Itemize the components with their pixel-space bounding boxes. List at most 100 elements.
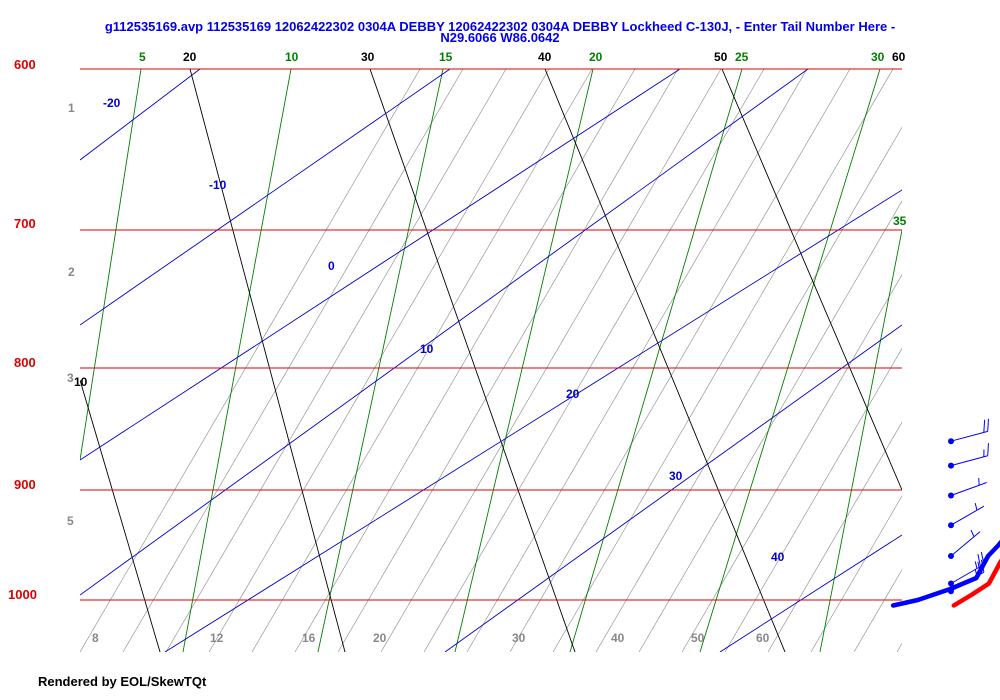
dry-adiabat-line bbox=[80, 379, 161, 652]
height-label: 3 bbox=[67, 371, 74, 385]
moist-adiabat-label: 5 bbox=[139, 50, 146, 64]
mixing-ratio-label: 40 bbox=[611, 631, 625, 645]
moist-adiabat-label: 20 bbox=[589, 50, 603, 64]
mixing-ratio-line bbox=[595, 126, 902, 652]
moist-adiabat-label: 35 bbox=[893, 214, 907, 228]
moist-adiabat-line bbox=[182, 69, 292, 652]
wind-barb bbox=[948, 477, 987, 499]
wind-barb-half-feather bbox=[978, 477, 980, 486]
moist-adiabat-line bbox=[80, 69, 142, 461]
dry-adiabat-line bbox=[369, 69, 576, 652]
mixing-ratio-line bbox=[638, 200, 902, 652]
wind-barb-half-feather bbox=[974, 503, 978, 511]
dewpoint-profile bbox=[890, 539, 1000, 608]
mixing-ratio-line bbox=[509, 69, 851, 652]
mixing-ratio-line bbox=[380, 69, 722, 652]
wind-barb bbox=[948, 529, 981, 559]
moist-adiabat-line bbox=[819, 229, 902, 652]
mixing-ratio-label: 8 bbox=[92, 631, 99, 645]
mixing-ratio-label: 60 bbox=[756, 631, 770, 645]
wind-barb bbox=[948, 552, 985, 587]
axis-labels: 600 700 800 900 1000 -20 -10 0 10 20 30 40 20 30 40 50 6… bbox=[8, 50, 907, 645]
chart-title-line1: g112535169.avp 112535169 12062422302 030… bbox=[104, 19, 896, 34]
moist-adiabat-line bbox=[454, 69, 594, 652]
wind-barb bbox=[948, 559, 985, 595]
mixing-ratio-label: 12 bbox=[210, 631, 224, 645]
moist-adiabat-line bbox=[569, 69, 743, 652]
dry-adiabat-lines bbox=[80, 69, 902, 652]
wind-barb-feather bbox=[983, 419, 986, 433]
dry-adiabat-line bbox=[544, 69, 786, 652]
wind-barb-feather bbox=[987, 418, 989, 432]
wind-barb-shaft bbox=[950, 482, 987, 496]
dry-adiabat-label: 60 bbox=[892, 50, 906, 64]
wind-barb-feather bbox=[977, 554, 981, 567]
dry-adiabat-line bbox=[189, 69, 346, 652]
dry-adiabat-label: 10 bbox=[74, 375, 88, 389]
wind-barb bbox=[948, 418, 989, 445]
mixing-ratio-label: 50 bbox=[691, 631, 705, 645]
isotherm-line bbox=[80, 69, 809, 596]
mixing-ratio-line bbox=[466, 69, 808, 652]
mixing-ratio-lines bbox=[80, 69, 1000, 652]
pressure-label: 700 bbox=[14, 216, 36, 231]
moist-adiabat-label: 10 bbox=[285, 50, 299, 64]
sounding-profiles bbox=[890, 539, 1000, 608]
mixing-ratio-line bbox=[337, 69, 679, 652]
mixing-ratio-label: 20 bbox=[373, 631, 387, 645]
moist-adiabat-label: 15 bbox=[439, 50, 453, 64]
mixing-ratio-line bbox=[940, 69, 1000, 652]
wind-barbs bbox=[948, 418, 989, 595]
pressure-label: 1000 bbox=[8, 587, 37, 602]
isotherm-line bbox=[164, 189, 902, 652]
mixing-ratio-line bbox=[165, 69, 507, 652]
wind-barb-shaft bbox=[950, 571, 985, 592]
mixing-ratio-line bbox=[80, 69, 421, 652]
isotherm-label: 30 bbox=[669, 469, 683, 483]
isotherm-lines bbox=[80, 69, 902, 652]
wind-barb-half-feather bbox=[974, 569, 978, 577]
isotherm-line bbox=[80, 69, 201, 161]
mixing-ratio-label: 30 bbox=[512, 631, 526, 645]
isobar-lines bbox=[80, 68, 902, 601]
temperature-profile bbox=[951, 558, 1000, 608]
isotherm-label: -20 bbox=[103, 96, 121, 110]
pressure-label: 900 bbox=[14, 477, 36, 492]
wind-barb-half-feather bbox=[974, 561, 978, 569]
wind-barb-feather bbox=[977, 561, 981, 575]
isotherm-label: 40 bbox=[771, 550, 785, 564]
pressure-label: 800 bbox=[14, 355, 36, 370]
footer-credit: Rendered by EOL/SkewTQt bbox=[38, 674, 207, 689]
wind-barb-shaft bbox=[950, 430, 988, 442]
wind-barb-half-feather bbox=[970, 529, 975, 537]
isotherm-line bbox=[444, 324, 902, 652]
isotherm-label: 20 bbox=[566, 387, 580, 401]
dry-adiabat-line bbox=[721, 69, 902, 491]
moist-adiabat-lines bbox=[80, 69, 902, 652]
mixing-ratio-line bbox=[122, 69, 464, 652]
height-label: 5 bbox=[67, 514, 74, 528]
wind-barb-shaft bbox=[950, 564, 985, 584]
isotherm-line bbox=[80, 69, 681, 461]
mixing-ratio-line bbox=[423, 69, 765, 652]
mixing-ratio-line bbox=[724, 347, 902, 652]
mixing-ratio-line bbox=[681, 274, 902, 652]
isotherm-label: 0 bbox=[328, 259, 335, 273]
mixing-ratio-line bbox=[251, 69, 593, 652]
wind-barb-shaft bbox=[950, 531, 981, 557]
moist-adiabat-line bbox=[699, 69, 881, 652]
isotherm-line bbox=[719, 534, 902, 652]
height-label: 1 bbox=[68, 101, 75, 115]
mixing-ratio-line bbox=[294, 69, 636, 652]
height-label: 2 bbox=[68, 265, 75, 279]
moist-adiabat-line bbox=[317, 69, 444, 652]
wind-barb-shaft bbox=[950, 505, 985, 526]
dry-adiabat-label: 40 bbox=[538, 50, 552, 64]
isotherm-label: 10 bbox=[420, 342, 434, 356]
mixing-ratio-line bbox=[208, 69, 550, 652]
wind-barb-feather bbox=[987, 443, 989, 456]
isotherm-label: -10 bbox=[209, 178, 227, 192]
isotherm-line bbox=[80, 69, 451, 326]
wind-barb-feather bbox=[980, 559, 985, 573]
